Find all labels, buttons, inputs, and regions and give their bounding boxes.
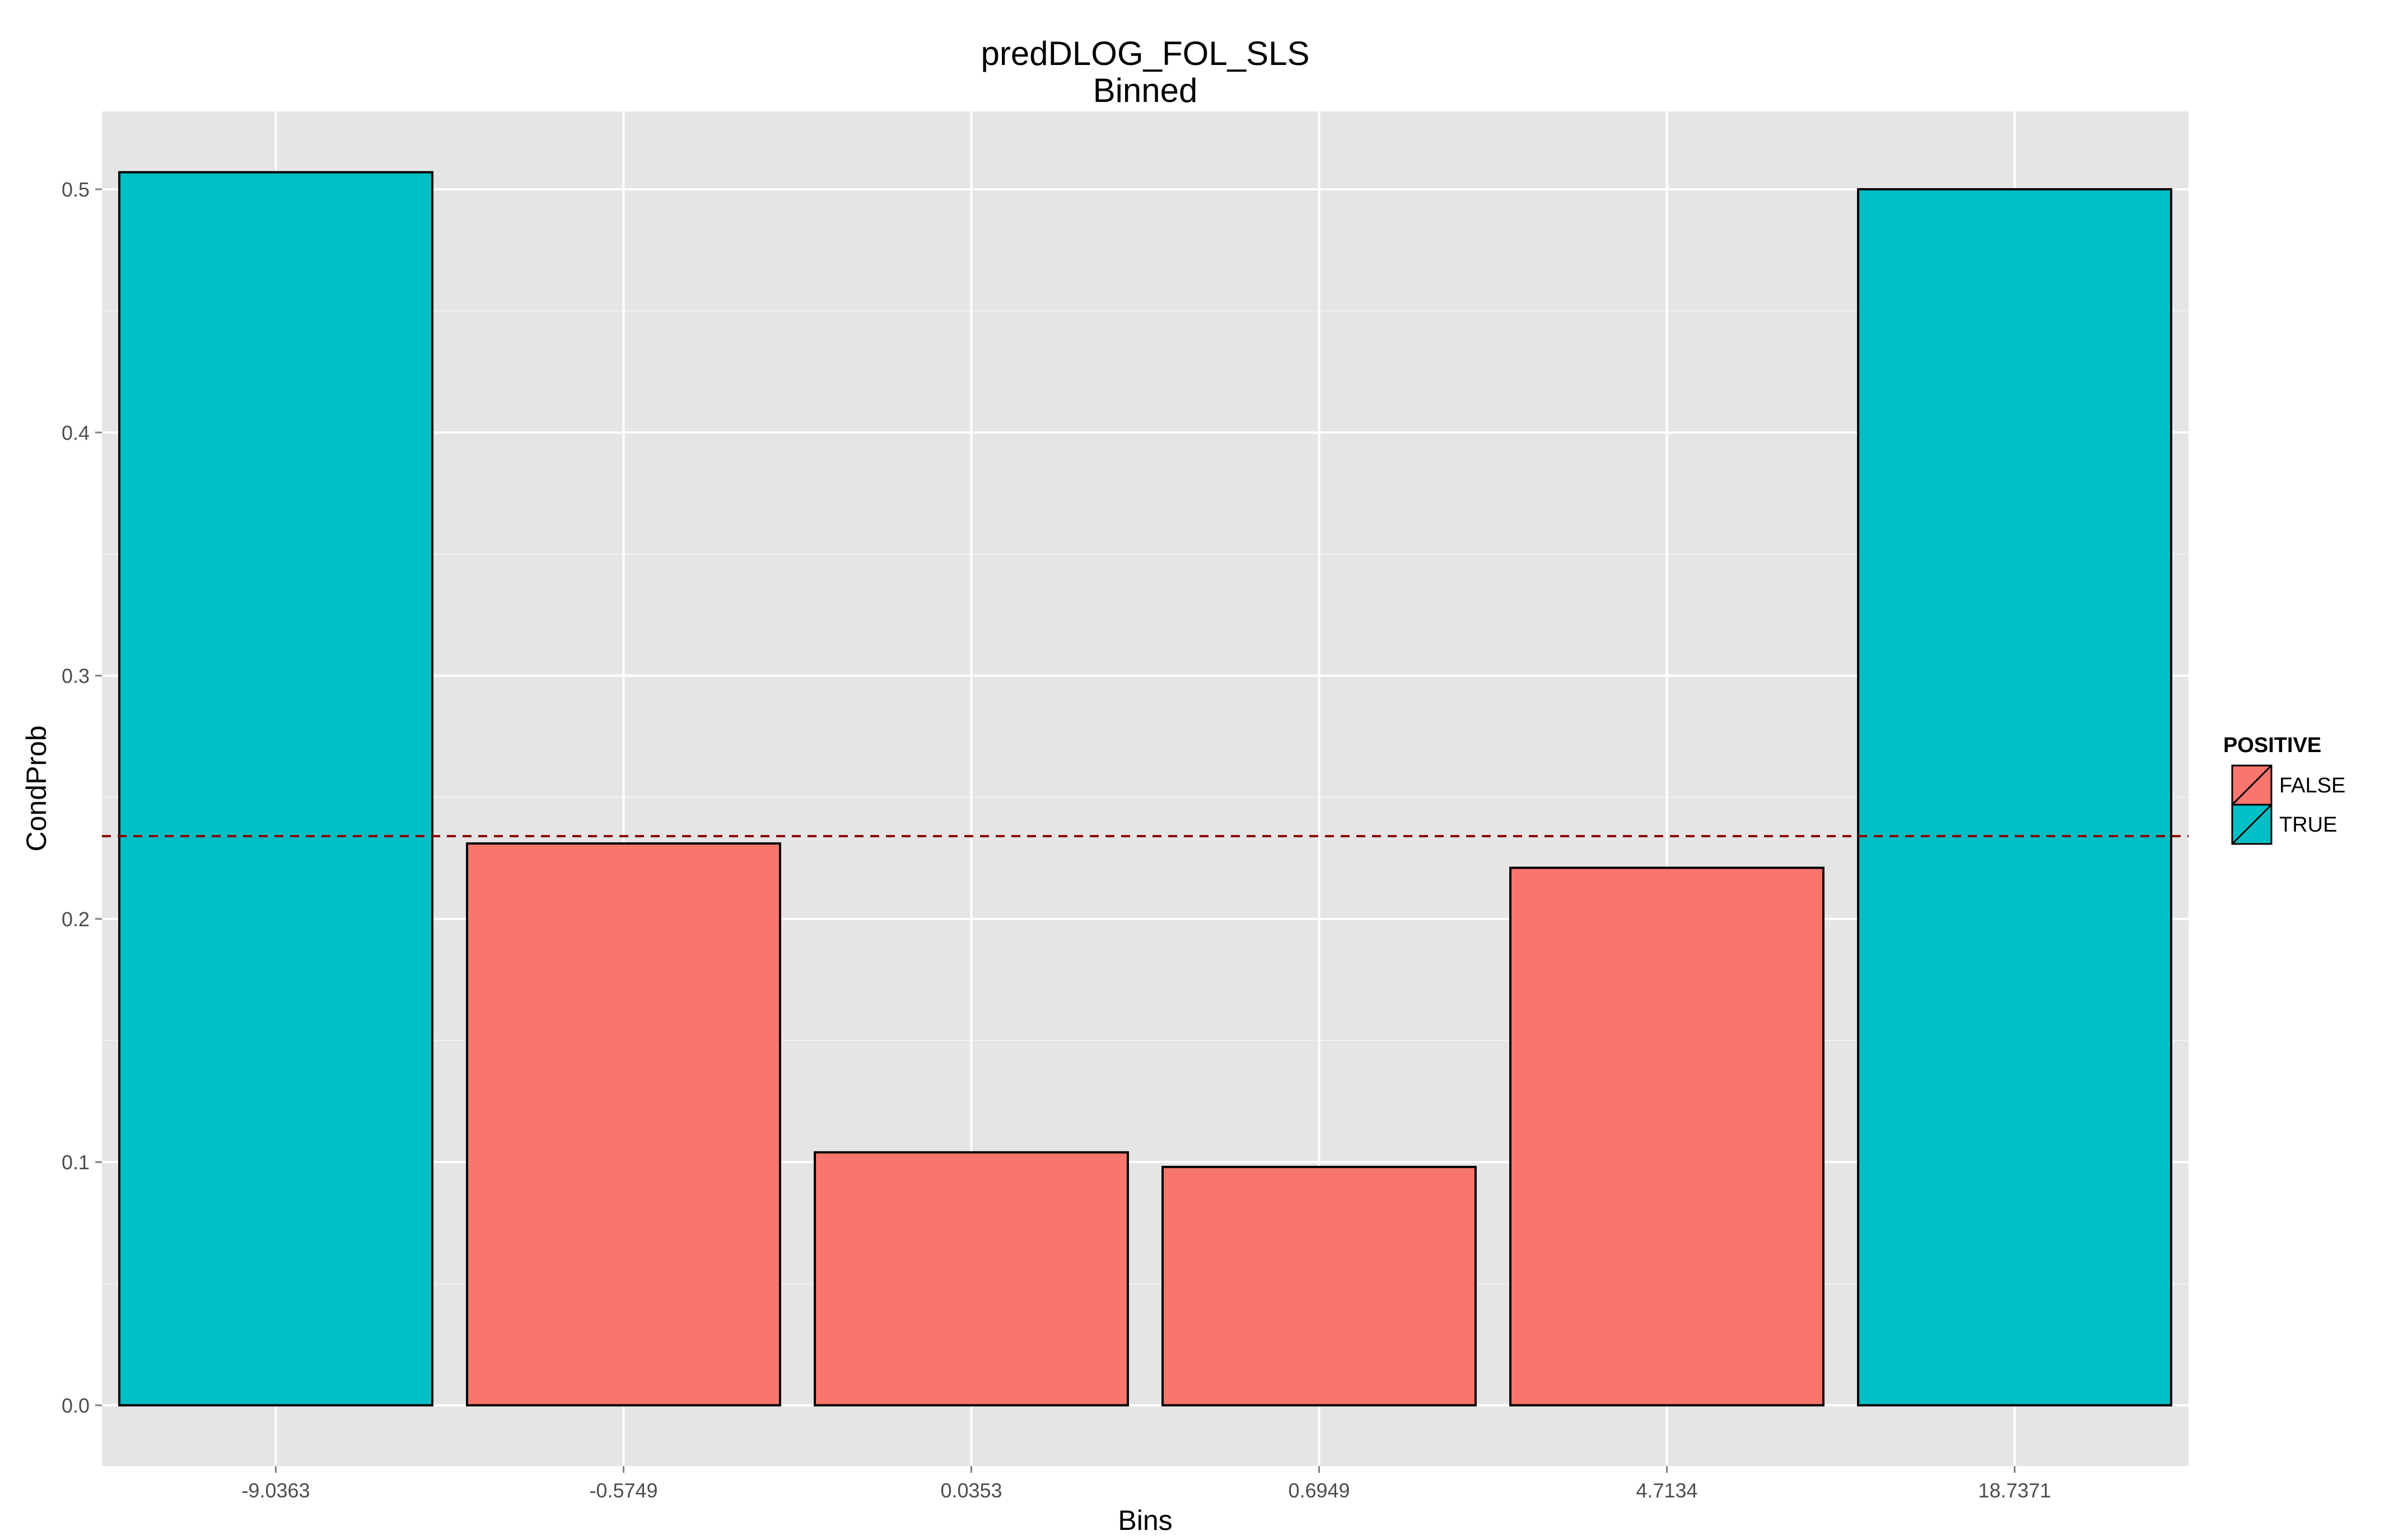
legend-key-slash <box>2231 764 2273 806</box>
x-axis: -9.0363 -0.5749 0.0353 0.6949 4.7134 18.7371 <box>241 1466 2051 1502</box>
legend: POSITIVE FALSE TRUE <box>2223 734 2345 845</box>
x-tick-label: 4.7134 <box>1636 1479 1697 1502</box>
x-tick-label: 0.0353 <box>940 1479 1002 1502</box>
chart-subtitle: Binned <box>1093 72 1198 109</box>
bars <box>118 171 2172 1407</box>
x-tick-label: 0.6949 <box>1288 1479 1350 1502</box>
y-tick-label: 0.4 <box>62 421 90 444</box>
x-tick-label: -0.5749 <box>589 1479 657 1502</box>
x-tick-label: -9.0363 <box>241 1479 310 1502</box>
legend-label: TRUE <box>2279 813 2337 837</box>
x-axis-title: Bins <box>1118 1505 1172 1536</box>
x-tick-label: 18.7371 <box>1978 1479 2051 1502</box>
bar <box>118 171 433 1407</box>
y-tick-label: 0.1 <box>62 1151 90 1174</box>
bar <box>1161 1165 1477 1407</box>
bar <box>1857 188 2172 1407</box>
minor-gridlines <box>102 310 2189 1285</box>
legend-label: FALSE <box>2279 774 2345 797</box>
bar <box>1509 866 1825 1407</box>
bar <box>466 842 781 1407</box>
y-axis: 0.0 0.1 0.2 0.3 0.4 0.5 <box>62 178 102 1417</box>
y-tick-label: 0.0 <box>62 1394 90 1417</box>
plot-panel <box>102 111 2189 1466</box>
bar <box>814 1151 1129 1407</box>
legend-key-slash <box>2231 804 2273 845</box>
chart-title: predDLOG_FOL_SLS <box>981 35 1310 72</box>
y-tick-label: 0.3 <box>62 665 90 688</box>
legend-title: POSITIVE <box>2223 734 2321 757</box>
y-tick-label: 0.2 <box>62 908 90 931</box>
y-axis-title: CondProb <box>21 725 52 851</box>
y-tick-label: 0.5 <box>62 178 90 201</box>
